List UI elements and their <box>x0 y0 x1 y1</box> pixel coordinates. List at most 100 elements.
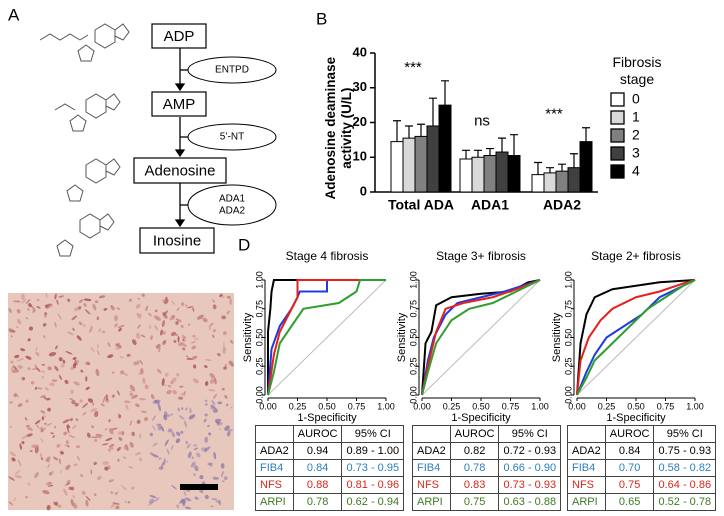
table-cell: ARPI <box>255 493 294 511</box>
tissue-speck <box>163 310 168 316</box>
tissue-speck <box>34 364 37 369</box>
tissue-speck <box>77 306 82 310</box>
tissue-speck <box>190 461 196 468</box>
tissue-speck <box>176 307 180 311</box>
tissue-speck <box>141 293 145 297</box>
tissue-speck <box>187 323 191 326</box>
auroc-table: AUROC 95% CI ADA2 0.84 0.75 - 0.93 FIB4 0.70 0.… <box>567 425 717 511</box>
tissue-speck <box>58 374 63 380</box>
tissue-speck <box>220 463 225 469</box>
table-cell: FIB4 <box>255 459 294 477</box>
tissue-speck <box>64 379 69 385</box>
tissue-speck <box>8 501 14 506</box>
tissue-speck <box>76 456 81 461</box>
tissue-speck <box>219 293 223 297</box>
tissue-speck <box>110 305 115 311</box>
tissue-speck <box>191 456 194 459</box>
tissue-speck <box>95 434 102 439</box>
tissue-speck <box>9 401 13 404</box>
tissue-speck <box>118 327 122 332</box>
tissue-speck <box>213 377 217 385</box>
table-corner <box>567 425 606 443</box>
tissue-speck <box>156 368 162 374</box>
tissue-speck <box>175 318 182 322</box>
tissue-speck <box>39 426 44 431</box>
pathway-node <box>151 91 207 117</box>
tissue-speck <box>211 400 216 406</box>
tissue-speck <box>50 432 54 435</box>
tissue-speck <box>90 408 98 412</box>
bar <box>507 155 521 193</box>
tissue-speck <box>128 298 132 302</box>
tissue-speck <box>166 460 169 463</box>
table-cell: 0.73 - 0.95 <box>341 459 405 477</box>
x-tick-label: 0.00 <box>413 401 431 411</box>
tissue-speck <box>212 334 215 339</box>
tissue-speck <box>226 295 231 299</box>
tissue-speck <box>104 428 108 431</box>
y-tick-label: 0.00 <box>408 386 418 404</box>
tissue-speck <box>96 316 99 321</box>
tissue-speck <box>69 418 73 422</box>
tissue-speck <box>217 353 221 357</box>
tissue-speck <box>203 418 207 423</box>
tissue-speck <box>62 419 70 424</box>
tissue-speck <box>36 367 41 373</box>
tissue-speck <box>10 360 14 364</box>
table-header: AUROC 95% CI <box>567 425 717 443</box>
tissue-speck <box>16 358 24 362</box>
y-tick-label: 10 <box>353 149 367 164</box>
tissue-speck <box>218 499 221 506</box>
tissue-speck <box>175 333 179 337</box>
pathway-node <box>151 23 207 49</box>
tissue-speck <box>138 397 146 401</box>
tissue-speck <box>138 372 141 376</box>
tissue-speck <box>207 424 210 427</box>
scale-bar <box>180 484 218 490</box>
tissue-speck <box>137 324 141 329</box>
tissue-speck <box>212 329 216 333</box>
tissue-speck <box>44 387 49 391</box>
table-cell: 0.52 - 0.78 <box>653 493 717 511</box>
tissue-speck <box>128 466 133 469</box>
tissue-speck <box>28 326 33 331</box>
tissue-speck <box>72 327 75 332</box>
tissue-speck <box>62 359 66 364</box>
x-tick-label: 1.00 <box>377 401 395 411</box>
pathway-node <box>139 227 215 254</box>
tissue-speck <box>230 406 233 409</box>
tissue-speck <box>154 325 159 331</box>
tissue-speck <box>47 366 52 371</box>
enzyme-oval <box>187 56 277 84</box>
tissue-speck <box>108 419 111 423</box>
tissue-speck <box>226 310 230 315</box>
tissue-speck <box>193 473 196 477</box>
tissue-speck <box>170 331 176 336</box>
tissue-speck <box>154 497 160 502</box>
tissue-speck <box>40 395 46 398</box>
tissue-speck <box>208 432 212 436</box>
tissue-speck <box>136 332 141 339</box>
tissue-speck <box>117 458 120 462</box>
tissue-speck <box>182 338 184 342</box>
tissue-speck <box>209 373 215 379</box>
tissue-speck <box>19 443 22 450</box>
table-cell: NFS <box>255 476 294 494</box>
error-bar <box>582 127 590 142</box>
tissue-speck <box>171 300 176 305</box>
panel-label: D <box>238 235 250 254</box>
tissue-speck <box>207 462 213 466</box>
y-tick-label: 1.00 <box>563 271 573 289</box>
table-cell: 0.88 <box>292 476 343 494</box>
tissue-speck <box>83 298 92 302</box>
error-bar <box>534 161 542 175</box>
tissue-speck <box>212 304 217 310</box>
tissue-speck <box>180 302 185 307</box>
tissue-speck <box>40 457 44 461</box>
tissue-speck <box>31 444 39 449</box>
panel-label: B <box>316 9 327 28</box>
table-cell: NFS <box>412 476 451 494</box>
tissue-speck <box>14 469 21 475</box>
tissue-speck <box>21 293 25 301</box>
